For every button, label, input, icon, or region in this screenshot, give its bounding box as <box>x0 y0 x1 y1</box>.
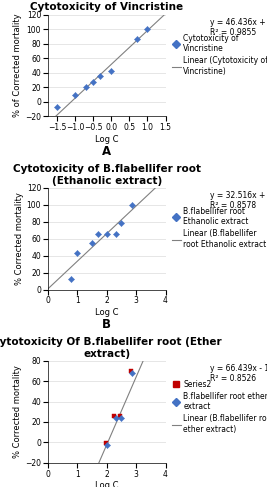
Text: A: A <box>102 145 111 158</box>
Title: Cytotoxicity of B.flabellifer root
(Ethanolic extract): Cytotoxicity of B.flabellifer root (Etha… <box>13 164 201 186</box>
Point <box>130 369 134 377</box>
Point <box>84 83 88 91</box>
Text: B: B <box>102 318 111 331</box>
Y-axis label: % of Corrected mortality: % of Corrected mortality <box>13 14 22 117</box>
Point <box>69 276 73 283</box>
Point <box>119 219 123 226</box>
Legend: Series2, B.flabellifer root ether
extract, Linear (B.flabellifer root
ether extr: Series2, B.flabellifer root ether extrac… <box>172 380 267 434</box>
Point <box>113 414 118 422</box>
Point <box>105 230 109 238</box>
X-axis label: Log C: Log C <box>95 135 119 144</box>
Point <box>145 25 150 33</box>
Point <box>112 412 117 420</box>
Title: Cytotoxicity Of B.flabellifer root (Ether
extract): Cytotoxicity Of B.flabellifer root (Ethe… <box>0 337 222 358</box>
Text: y = 46.436x + 51.674
R² = 0.9855: y = 46.436x + 51.674 R² = 0.9855 <box>210 18 267 37</box>
Point <box>55 103 59 111</box>
Title: Cytotoxicity of Vincristine: Cytotoxicity of Vincristine <box>30 2 183 13</box>
Text: y = 32.516x + 0.9728
R² = 0.8578: y = 32.516x + 0.9728 R² = 0.8578 <box>210 191 267 210</box>
Text: y = 66.439x - 135.1
R² = 0.8526: y = 66.439x - 135.1 R² = 0.8526 <box>210 364 267 383</box>
Point <box>89 239 94 247</box>
Point <box>91 77 95 85</box>
X-axis label: Log C: Log C <box>95 481 119 487</box>
Point <box>98 73 103 80</box>
Point <box>73 91 77 98</box>
Point <box>113 230 118 238</box>
Point <box>109 67 113 75</box>
Point <box>96 230 100 238</box>
Legend: B.flabellifer root
Ethanolic extract, Linear (B.flabellifer
root Ethanolic extra: B.flabellifer root Ethanolic extract, Li… <box>172 207 267 249</box>
Point <box>75 249 80 257</box>
Legend: Cytotoxicity of
Vincristine, Linear (Cytotoxicity of
Vincristine): Cytotoxicity of Vincristine, Linear (Cyt… <box>172 34 267 75</box>
Point <box>104 439 108 447</box>
X-axis label: Log C: Log C <box>95 308 119 317</box>
Point <box>117 412 122 420</box>
Y-axis label: % Corrected mortality: % Corrected mortality <box>15 192 24 285</box>
Point <box>130 201 134 208</box>
Point <box>119 414 123 422</box>
Point <box>135 35 139 42</box>
Point <box>105 441 109 449</box>
Y-axis label: % Corrected mortality: % Corrected mortality <box>13 365 22 458</box>
Point <box>128 367 133 375</box>
